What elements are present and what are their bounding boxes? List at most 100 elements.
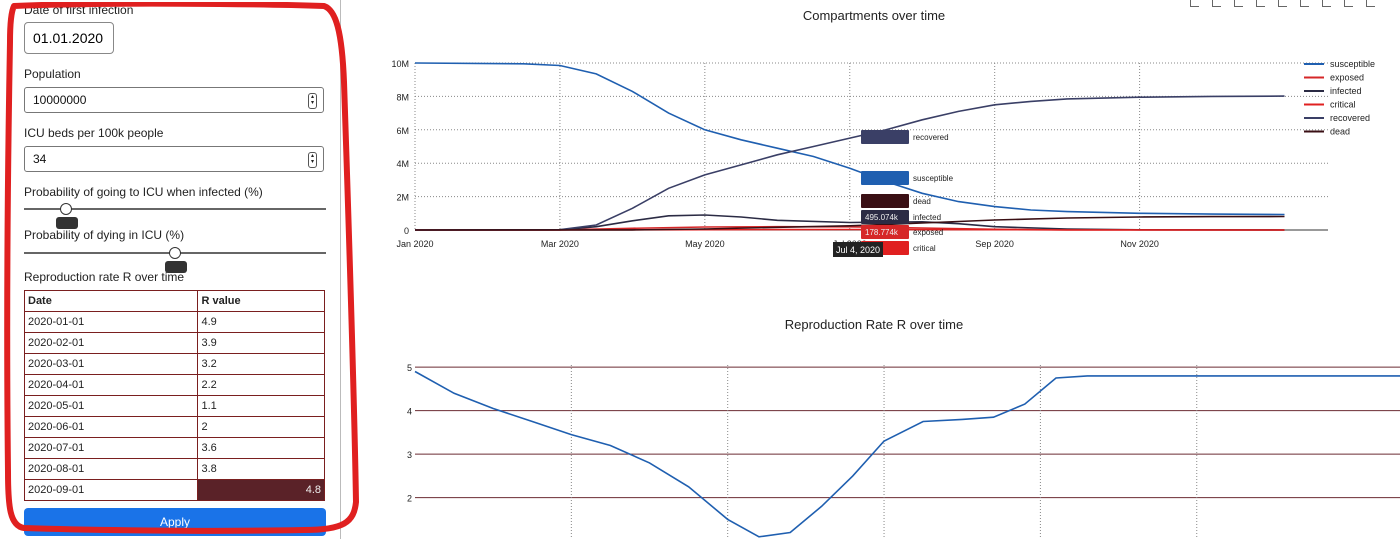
series-line-infected[interactable] <box>414 214 1285 231</box>
x-tick-label: May 2020 <box>685 239 725 249</box>
compare-icon[interactable] <box>1366 0 1375 7</box>
r-value-line[interactable] <box>414 370 1400 538</box>
hover-series-label: critical <box>913 244 936 253</box>
date-cell[interactable]: 2020-07-01 <box>23 437 199 459</box>
reset-axes-icon[interactable] <box>1322 0 1331 7</box>
hover-label-box <box>861 194 910 208</box>
table-row[interactable]: 2020-04-01 2.2 <box>23 374 325 396</box>
y-tick-label: 4 <box>407 407 412 417</box>
r-value-cell[interactable]: 3.2 <box>197 353 325 375</box>
y-tick-label: 5 <box>407 363 412 373</box>
hover-series-label: susceptible <box>913 174 954 183</box>
y-tick-label: 0 <box>404 226 409 236</box>
r-value-cell[interactable]: 2 <box>197 416 325 438</box>
chart-title: Compartments over time <box>803 8 945 23</box>
first-infection-date-input[interactable] <box>24 22 114 54</box>
table-row[interactable]: 2020-08-01 3.8 <box>23 458 325 480</box>
legend-item-recovered[interactable]: recovered <box>1330 113 1370 123</box>
hover-series-label: exposed <box>913 228 943 237</box>
date-cell[interactable]: 2020-08-01 <box>23 458 199 480</box>
y-tick-label: 2M <box>396 193 409 203</box>
hover-label-box <box>861 130 910 144</box>
hover-series-label: infected <box>913 213 941 222</box>
spike-lines-icon[interactable] <box>1344 0 1353 7</box>
hover-series-label: recovered <box>913 133 949 142</box>
spinner-icon[interactable]: ▴ ▾ <box>308 152 317 168</box>
prob-die-slider[interactable] <box>24 247 326 273</box>
hover-label-box <box>861 210 910 224</box>
zoom-out-icon[interactable] <box>1278 0 1287 7</box>
date-cell[interactable]: 2020-09-01 <box>23 479 199 501</box>
y-tick-label: 3 <box>407 450 412 460</box>
autoscale-icon[interactable] <box>1300 0 1309 7</box>
legend-item-susceptible[interactable]: susceptible <box>1330 59 1375 69</box>
r-value-cell[interactable]: 3.6 <box>197 437 325 459</box>
y-tick-label: 8M <box>396 92 409 102</box>
zoom-in-icon[interactable] <box>1256 0 1265 7</box>
date-cell[interactable]: 2020-01-01 <box>23 311 199 333</box>
compartments-chart[interactable]: Compartments over time 0 2M 4M 6M 8M 10M Jan 2… <box>360 0 1400 270</box>
date-cell[interactable]: 2020-03-01 <box>23 353 199 375</box>
camera-icon[interactable] <box>1190 0 1199 7</box>
hover-value: 495.074k <box>865 213 899 222</box>
table-header-row: Date R value <box>23 290 325 312</box>
first-infection-label: Date of first infection <box>24 3 134 17</box>
chart-title: Reproduction Rate R over time <box>785 317 963 332</box>
series-line-susceptible[interactable] <box>414 62 1285 216</box>
table-row[interactable]: 2020-03-01 3.2 <box>23 353 325 375</box>
icu-beds-label: ICU beds per 100k people <box>24 126 164 140</box>
column-header-date: Date <box>23 290 199 312</box>
pan-icon[interactable] <box>1234 0 1243 7</box>
reproduction-rate-chart[interactable]: Reproduction Rate R over time 2 3 4 5 <box>360 300 1400 539</box>
legend-item-critical[interactable]: critical <box>1330 100 1356 110</box>
date-cell[interactable]: 2020-05-01 <box>23 395 199 417</box>
slider-handle[interactable] <box>169 247 181 259</box>
prob-die-label: Probability of dying in ICU (%) <box>24 228 185 242</box>
table-row[interactable]: 2020-07-01 3.6 <box>23 437 325 459</box>
population-input[interactable] <box>25 88 311 112</box>
icu-beds-field[interactable]: ▴▾ <box>24 146 324 172</box>
date-cell[interactable]: 2020-04-01 <box>23 374 199 396</box>
series-line-recovered[interactable] <box>414 95 1285 231</box>
chart-toolbar <box>1180 0 1400 8</box>
r-table-label: Reproduction rate R over time <box>24 270 185 284</box>
hover-date: Jul 4, 2020 <box>836 245 880 255</box>
y-tick-label: 2 <box>407 494 412 504</box>
r-value-cell[interactable]: 2.2 <box>197 374 325 396</box>
table-row[interactable]: 2020-05-01 1.1 <box>23 395 325 417</box>
column-header-r-value: R value <box>197 290 325 312</box>
icu-beds-input[interactable] <box>25 147 311 171</box>
r-value-table: Date R value 2020-01-01 4.9 2020-02-01 3.9 2… <box>23 290 325 501</box>
zoom-icon[interactable] <box>1212 0 1221 7</box>
slider-handle[interactable] <box>60 203 73 215</box>
r-value-cell[interactable]: 3.8 <box>197 458 325 480</box>
table-row[interactable]: 2020-01-01 4.9 <box>23 311 325 333</box>
y-tick-label: 4M <box>396 159 409 169</box>
date-cell[interactable]: 2020-02-01 <box>23 332 199 354</box>
spinner-icon[interactable]: ▴ ▾ <box>308 93 317 109</box>
r-value-cell[interactable]: 3.9 <box>197 332 325 354</box>
legend-item-infected[interactable]: infected <box>1330 86 1362 96</box>
population-field[interactable]: ▴▾ <box>24 87 324 113</box>
hover-series-label: dead <box>913 197 931 206</box>
prob-icu-slider[interactable] <box>24 203 326 229</box>
apply-button[interactable]: Apply <box>24 508 326 536</box>
table-row[interactable]: 2020-06-01 2 <box>23 416 325 438</box>
x-tick-label: Sep 2020 <box>975 239 1014 249</box>
hover-value: 178.774k <box>865 228 899 237</box>
prob-icu-label: Probability of going to ICU when infecte… <box>24 185 263 199</box>
table-row[interactable]: 2020-02-01 3.9 <box>23 332 325 354</box>
hover-label-box <box>861 171 910 185</box>
x-tick-label: Nov 2020 <box>1120 239 1159 249</box>
r-value-cell[interactable]: 4.8 <box>197 479 325 501</box>
date-cell[interactable]: 2020-06-01 <box>23 416 199 438</box>
r-value-cell[interactable]: 1.1 <box>197 395 325 417</box>
x-tick-label: Mar 2020 <box>541 239 579 249</box>
legend-item-exposed[interactable]: exposed <box>1330 73 1364 83</box>
hover-label-box <box>861 225 910 239</box>
series-line-dead[interactable] <box>414 215 1285 231</box>
y-tick-label: 6M <box>396 126 409 136</box>
table-row[interactable]: 2020-09-01 4.8 <box>23 479 325 501</box>
legend-item-dead[interactable]: dead <box>1330 127 1350 137</box>
r-value-cell[interactable]: 4.9 <box>197 311 325 333</box>
